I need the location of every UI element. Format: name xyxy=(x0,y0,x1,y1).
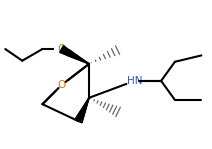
Polygon shape xyxy=(60,46,89,64)
Polygon shape xyxy=(75,98,89,123)
Polygon shape xyxy=(75,98,89,123)
Text: O: O xyxy=(57,80,66,90)
Polygon shape xyxy=(60,46,89,64)
Text: HN: HN xyxy=(127,76,142,86)
Text: O: O xyxy=(57,44,66,54)
